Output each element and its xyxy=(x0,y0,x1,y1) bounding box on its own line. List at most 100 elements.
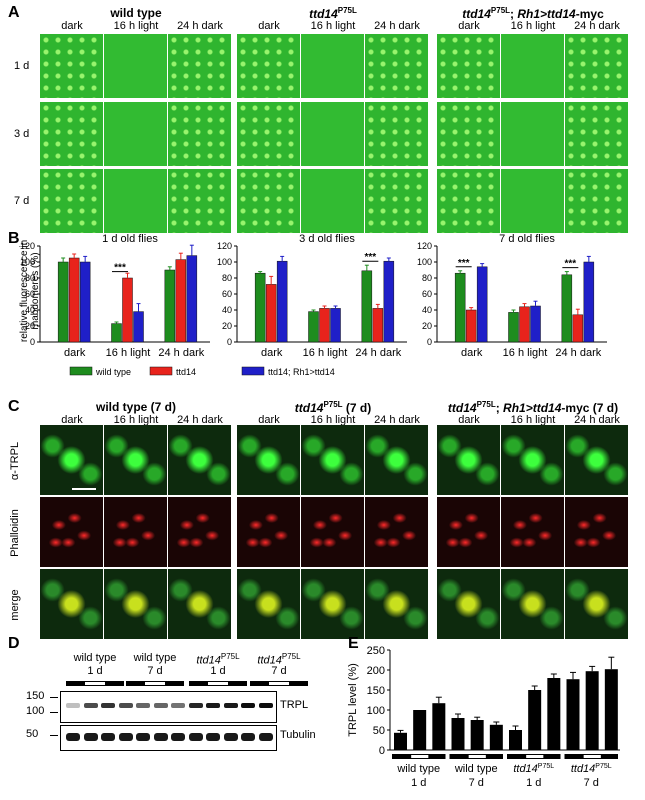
trpl-band xyxy=(188,703,203,708)
fluorescence-image xyxy=(104,34,167,98)
age-label: 1 d xyxy=(411,777,426,789)
y-tick-label: 20 xyxy=(25,321,35,331)
panel-b-charts: 1 d old flies 0 20 40 60 80 100 120 dark 16 h lig… xyxy=(20,233,607,377)
bar xyxy=(265,284,277,343)
bar xyxy=(585,671,599,750)
panel-a-group-title: ttd14P75L; Rh1>ttd14-myc xyxy=(462,6,604,21)
group-label-sup: P75L xyxy=(595,763,611,770)
panel-c-row-label: α-TRPL xyxy=(9,441,21,481)
bar xyxy=(572,314,584,343)
group-label: wild type xyxy=(396,763,440,775)
fluorescence-image xyxy=(168,34,231,98)
legend-label: ttd14; Rh1>ttd14 xyxy=(268,367,335,377)
trpl-band xyxy=(83,703,98,708)
bar xyxy=(254,272,266,343)
bar xyxy=(413,710,427,750)
y-tick-label: 200 xyxy=(367,665,385,677)
x-category-label: 16 h light xyxy=(503,347,548,359)
fluorescence-image xyxy=(365,102,428,166)
y-tick-label: 20 xyxy=(422,321,432,331)
panel-d-group-label: ttd14P75L xyxy=(257,652,301,667)
group-label-name: ttd14 xyxy=(571,763,595,775)
trpl-band xyxy=(241,703,255,708)
tubulin-blot xyxy=(60,725,277,751)
y-tick-label: 50 xyxy=(373,725,385,737)
legend-label: wild type xyxy=(95,367,131,377)
group-label: ttd14P75L xyxy=(571,763,612,775)
fluorescence-image xyxy=(301,169,364,233)
panel-a-column-label: 24 h dark xyxy=(374,20,420,32)
panel-d-group-label: ttd14P75L xyxy=(196,652,240,667)
tubulin-band xyxy=(223,733,238,741)
fluorescence-image xyxy=(40,102,103,166)
y-tick-label: 100 xyxy=(20,257,35,267)
bar xyxy=(519,306,530,343)
confocal-image xyxy=(301,425,364,495)
x-category-label: 16 h light xyxy=(303,347,348,359)
fluorescence-image xyxy=(437,169,500,233)
fluorescence-image xyxy=(501,169,564,233)
bar xyxy=(175,259,187,343)
panel-c-row-label: Phalloidin xyxy=(9,509,21,557)
bar xyxy=(454,272,466,343)
panel-d-age-label: 1 d xyxy=(87,665,103,677)
confocal-image xyxy=(104,569,167,639)
confocal-image xyxy=(40,497,103,567)
y-tick-label: 40 xyxy=(422,305,432,315)
bar xyxy=(528,690,542,750)
fluorescence-image xyxy=(104,102,167,166)
bar xyxy=(465,309,477,343)
x-category-label: 24 h dark xyxy=(555,347,601,359)
age-label: 7 d xyxy=(584,777,599,789)
panel-c-label: C xyxy=(8,398,20,415)
bar xyxy=(432,703,446,750)
light-condition-bar xyxy=(250,681,308,686)
fluorescence-image xyxy=(104,169,167,233)
panel-b-chart-title: 1 d old flies xyxy=(102,233,158,245)
y-tick-label: 20 xyxy=(222,321,232,331)
scale-bar xyxy=(72,488,96,490)
panel-a-column-label: dark xyxy=(258,20,280,32)
tubulin-band xyxy=(101,733,115,741)
confocal-image xyxy=(501,425,564,495)
mw-marker-tick xyxy=(50,735,58,736)
confocal-image xyxy=(565,425,628,495)
y-tick-label: 40 xyxy=(25,305,35,315)
trpl-band xyxy=(118,703,133,708)
mw-marker-tick xyxy=(50,712,58,713)
confocal-image xyxy=(168,569,231,639)
confocal-image xyxy=(168,425,231,495)
y-tick-label: 60 xyxy=(222,289,232,299)
panel-a-row-label: 3 d xyxy=(14,128,30,140)
bar xyxy=(394,732,407,750)
confocal-image xyxy=(237,497,300,567)
panel-a-label: A xyxy=(8,4,20,21)
confocal-image xyxy=(565,497,628,567)
fluorescence-image xyxy=(237,34,300,98)
confocal-image xyxy=(365,425,428,495)
bar xyxy=(111,323,122,343)
x-category-label: 24 h dark xyxy=(355,347,401,359)
y-tick-label: 80 xyxy=(222,273,232,283)
bar xyxy=(122,277,133,343)
y-axis-label: TRPL level (%) xyxy=(347,663,359,737)
panel-a-column-label: dark xyxy=(458,20,480,32)
bar xyxy=(566,679,580,750)
trpl-band xyxy=(153,703,168,708)
mw-marker-label: 150 xyxy=(26,690,45,702)
bar xyxy=(57,261,69,343)
tubulin-band xyxy=(83,733,98,741)
bar xyxy=(604,669,618,750)
y-tick-label: 60 xyxy=(422,289,432,299)
legend-swatch xyxy=(241,366,265,376)
y-tick-label: 250 xyxy=(367,645,385,657)
panel-a-column-label: 16 h light xyxy=(510,20,556,32)
panel-a-column-label: 24 h dark xyxy=(177,20,223,32)
bar xyxy=(308,311,319,343)
panel-d-age-label: 7 d xyxy=(271,665,287,677)
panel-c-column-label: 16 h light xyxy=(310,414,356,426)
y-tick-label: 0 xyxy=(379,745,385,757)
confocal-image xyxy=(301,497,364,567)
bar xyxy=(509,730,522,750)
fluorescence-image xyxy=(168,169,231,233)
